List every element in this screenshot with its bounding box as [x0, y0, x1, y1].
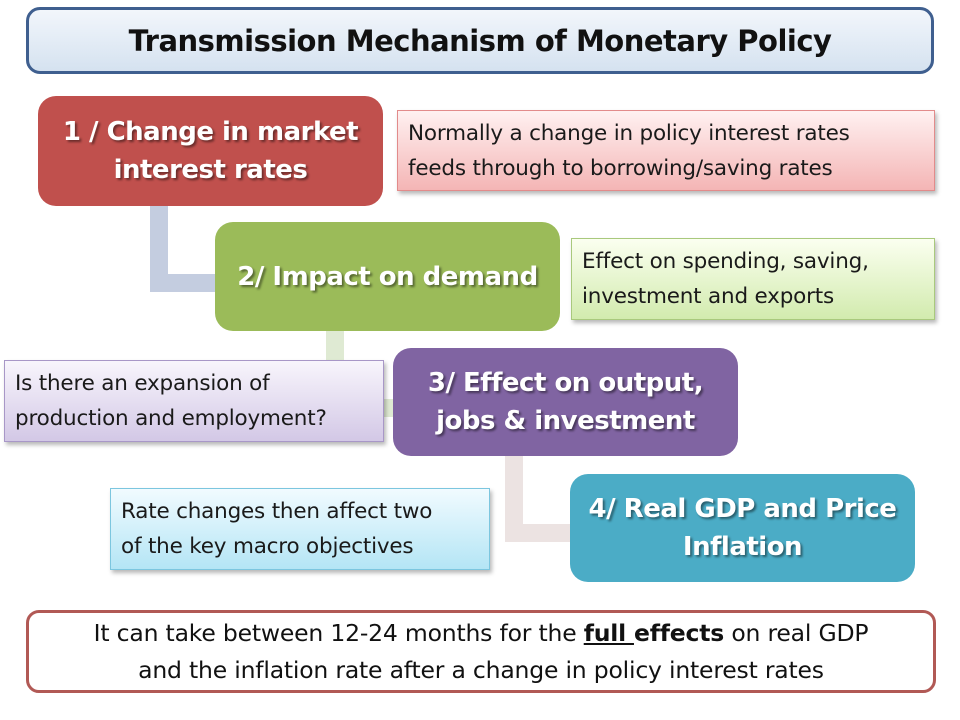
summary-text-start: It can take between 12-24 months for the: [93, 619, 584, 647]
note-4-line-2: of the key macro objectives: [121, 534, 414, 559]
summary-bold-word: effects: [633, 619, 725, 647]
step-1-line-1: 1 / Change in market: [62, 117, 359, 147]
diagram-title: Transmission Mechanism of Monetary Polic…: [128, 23, 832, 58]
note-1-line-1: Normally a change in policy interest rat…: [408, 121, 850, 146]
title-banner: Transmission Mechanism of Monetary Polic…: [26, 7, 934, 74]
note-1-line-2: feeds through to borrowing/saving rates: [408, 156, 833, 181]
note-3-line-2: production and employment?: [15, 406, 327, 431]
note-borrowing-rates: Normally a change in policy interest rat…: [397, 110, 935, 191]
connector-3-to-4: [505, 456, 571, 542]
summary-text-end: on real GDP: [724, 619, 869, 647]
note-production-question: Is there an expansion of production and …: [4, 360, 384, 442]
note-2-line-1: Effect on spending, saving,: [582, 249, 869, 274]
note-4-line-1: Rate changes then affect two: [121, 499, 433, 524]
summary-underlined-word: full: [583, 619, 634, 647]
step-4-box: 4/ Real GDP and Price Inflation: [570, 474, 915, 582]
step-3-box: 3/ Effect on output, jobs & investment: [393, 348, 738, 456]
step-3-line-2: jobs & investment: [436, 406, 695, 436]
step-2-line-1: 2/ Impact on demand: [237, 261, 538, 292]
note-3-line-1: Is there an expansion of: [15, 371, 270, 396]
note-spending-effects: Effect on spending, saving, investment a…: [571, 238, 935, 320]
time-lag-summary: It can take between 12-24 months for the…: [26, 610, 936, 693]
step-4-line-1: 4/ Real GDP and Price: [588, 494, 897, 524]
step-2-box: 2/ Impact on demand: [215, 222, 560, 331]
step-1-box: 1 / Change in market interest rates: [38, 96, 383, 206]
summary-line-2: and the inflation rate after a change in…: [138, 656, 824, 684]
note-2-line-2: investment and exports: [582, 284, 834, 309]
step-3-line-1: 3/ Effect on output,: [427, 368, 704, 398]
step-1-line-2: interest rates: [113, 155, 308, 185]
note-macro-objectives: Rate changes then affect two of the key …: [110, 488, 490, 570]
step-4-line-2: Inflation: [682, 532, 803, 562]
connector-1-to-2: [150, 206, 216, 292]
summary-line-1: It can take between 12-24 months for the…: [29, 615, 933, 652]
